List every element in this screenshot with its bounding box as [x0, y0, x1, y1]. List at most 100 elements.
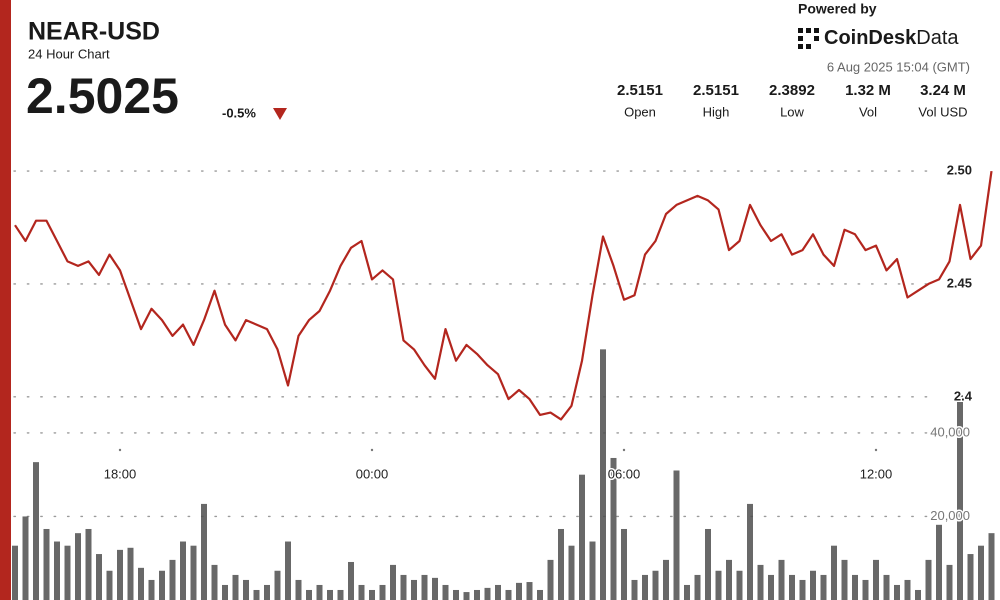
- x-tick-label: 12:00: [860, 466, 893, 481]
- volume-bar: [610, 457, 617, 600]
- y-tick-label: 2.4: [954, 388, 973, 403]
- volume-bar: [778, 559, 785, 600]
- down-arrow: [273, 108, 287, 120]
- volume-bar: [442, 584, 449, 600]
- volume-bar: [306, 589, 312, 600]
- volume-bar: [400, 574, 407, 600]
- volume-bar: [988, 533, 995, 600]
- volume-bar: [453, 589, 459, 600]
- volume-bar: [810, 570, 816, 600]
- volume-bar: [831, 545, 837, 600]
- plot-area: [12, 170, 995, 600]
- y-tick-label: 2.50: [947, 162, 972, 177]
- x-tick-label: 06:00: [608, 466, 641, 481]
- stat-value: 2.3892: [769, 82, 815, 99]
- volume-bar: [915, 589, 921, 600]
- stat-value: 1.32 M: [845, 82, 891, 99]
- volume-bar: [484, 587, 491, 600]
- volume-bar: [663, 559, 669, 600]
- volume-bar: [694, 574, 701, 600]
- volume-bar: [285, 541, 291, 600]
- volume-bar: [180, 541, 186, 600]
- volume-bar: [736, 570, 743, 600]
- volume-bar: [726, 559, 732, 600]
- volume-bar: [75, 533, 81, 600]
- chart-subtitle: 24 Hour Chart: [28, 46, 110, 61]
- volume-bar: [117, 549, 123, 600]
- volume-bar: [295, 579, 302, 600]
- brand-name-main: CoinDesk: [824, 27, 917, 49]
- volume-bar: [526, 582, 533, 600]
- volume-bar: [358, 584, 365, 600]
- volume-bar: [757, 564, 764, 600]
- volume-bar: [873, 559, 879, 600]
- volume-bar: [558, 528, 564, 600]
- stat-label: High: [703, 104, 730, 119]
- volume-bar: [621, 528, 627, 600]
- volume-bar: [54, 541, 60, 600]
- current-price: 2.5025: [26, 68, 179, 124]
- volume-bar: [652, 570, 659, 600]
- volume-bar: [705, 528, 711, 600]
- volume-bar: [547, 559, 554, 600]
- volume-bar: [64, 545, 71, 600]
- volume-bar: [673, 470, 680, 600]
- volume-bar: [243, 579, 249, 600]
- y2-tick-label: 40,000: [930, 424, 970, 439]
- stat-label: Low: [780, 104, 804, 119]
- volume-bar: [211, 564, 218, 600]
- volume-bar: [474, 589, 480, 600]
- volume-bar: [201, 503, 207, 600]
- volume-bar: [789, 574, 795, 600]
- volume-bar: [463, 592, 470, 600]
- volume-bar: [841, 559, 848, 600]
- volume-bar: [936, 524, 942, 600]
- volume-bar: [232, 574, 239, 600]
- brand-name-suffix: Data: [916, 27, 959, 49]
- x-tick-mark: [370, 448, 374, 452]
- volume-bar: [159, 570, 165, 600]
- y-tick-label: 2.45: [947, 275, 972, 290]
- volume-bar: [883, 574, 890, 600]
- price-change: -0.5%: [222, 105, 256, 120]
- volume-bar: [516, 582, 522, 600]
- stat-value: 3.24 M: [920, 82, 966, 99]
- volume-bar: [579, 474, 585, 600]
- volume-bar: [96, 554, 102, 600]
- volume-bar: [589, 541, 596, 600]
- volume-bar: [946, 564, 953, 600]
- volume-bar: [264, 584, 270, 600]
- x-tick-label: 18:00: [104, 466, 137, 481]
- volume-bar: [390, 564, 396, 600]
- volume-bar: [369, 589, 375, 600]
- volume-bar: [379, 584, 386, 600]
- volume-bar: [978, 545, 984, 600]
- stat-label: Vol USD: [918, 104, 967, 119]
- volume-bar: [495, 584, 501, 600]
- accent-bar: [0, 0, 11, 600]
- x-tick-mark: [874, 448, 878, 452]
- stat-label: Open: [624, 104, 656, 119]
- volume-bar: [631, 579, 638, 600]
- volume-bar: [85, 528, 92, 600]
- volume-bar: [957, 395, 963, 600]
- volume-bar: [253, 589, 260, 600]
- volume-bar: [274, 570, 281, 600]
- volume-bar: [106, 570, 113, 600]
- volume-bar: [862, 579, 869, 600]
- x-tick-label: 00:00: [356, 466, 389, 481]
- volume-bar: [43, 528, 50, 600]
- volume-bar: [190, 545, 197, 600]
- volume-bar: [33, 462, 39, 600]
- volume-bar: [684, 584, 690, 600]
- x-tick-mark: [622, 448, 626, 452]
- volume-bar: [505, 589, 512, 600]
- volume-bar: [820, 574, 827, 600]
- stat-label: Vol: [859, 104, 877, 119]
- volume-bar: [747, 503, 753, 600]
- volume-bar: [642, 574, 648, 600]
- y2-tick-label: 20,000: [930, 508, 970, 523]
- volume-bar: [537, 589, 543, 600]
